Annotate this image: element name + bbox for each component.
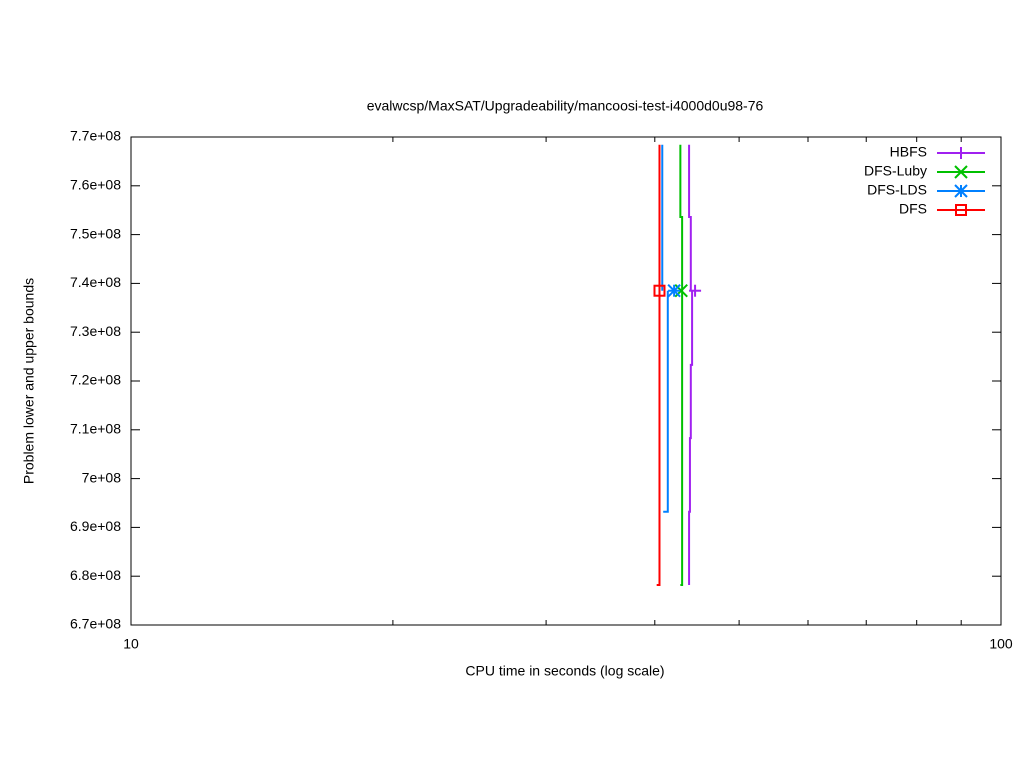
- marker: [955, 147, 967, 159]
- y-tick-label: 7.5e+08: [70, 225, 121, 241]
- legend-label: HBFS: [890, 144, 927, 160]
- y-tick-label: 6.8e+08: [70, 567, 121, 583]
- series-line: [656, 144, 661, 586]
- marker: [667, 284, 681, 298]
- y-tick-label: 7.2e+08: [70, 372, 121, 388]
- y-tick-label: 7.3e+08: [70, 323, 121, 339]
- chart-title: evalwcsp/MaxSAT/Upgradeability/mancoosi-…: [367, 98, 764, 114]
- y-tick-label: 7.6e+08: [70, 177, 121, 193]
- marker: [689, 284, 702, 297]
- y-tick-label: 6.9e+08: [70, 518, 121, 534]
- marker: [954, 184, 968, 198]
- marker: [954, 165, 968, 179]
- x-tick-label: 100: [989, 636, 1013, 652]
- y-tick-label: 7e+08: [82, 469, 122, 485]
- y-tick-label: 7.1e+08: [70, 421, 121, 437]
- series-line: [661, 144, 669, 513]
- x-axis-label: CPU time in seconds (log scale): [465, 663, 664, 679]
- y-tick-label: 6.7e+08: [70, 616, 121, 632]
- y-tick-label: 7.7e+08: [70, 128, 121, 144]
- legend-label: DFS-LDS: [867, 182, 927, 198]
- marker-stroke: [954, 184, 968, 198]
- marker-stroke: [954, 165, 968, 179]
- y-axis-label: Problem lower and upper bounds: [21, 278, 37, 484]
- legend-label: DFS-Luby: [864, 163, 927, 179]
- x-tick-label: 10: [123, 636, 139, 652]
- marker: [653, 284, 666, 297]
- series-line: [679, 144, 684, 586]
- marker-stroke: [667, 284, 681, 298]
- y-tick-label: 7.4e+08: [70, 274, 121, 290]
- marker-stroke: [653, 284, 666, 297]
- legend-label: DFS: [899, 201, 927, 217]
- marker: [955, 204, 967, 216]
- marker-stroke: [955, 204, 967, 216]
- series-line: [688, 144, 694, 585]
- plot-frame: [130, 136, 1002, 626]
